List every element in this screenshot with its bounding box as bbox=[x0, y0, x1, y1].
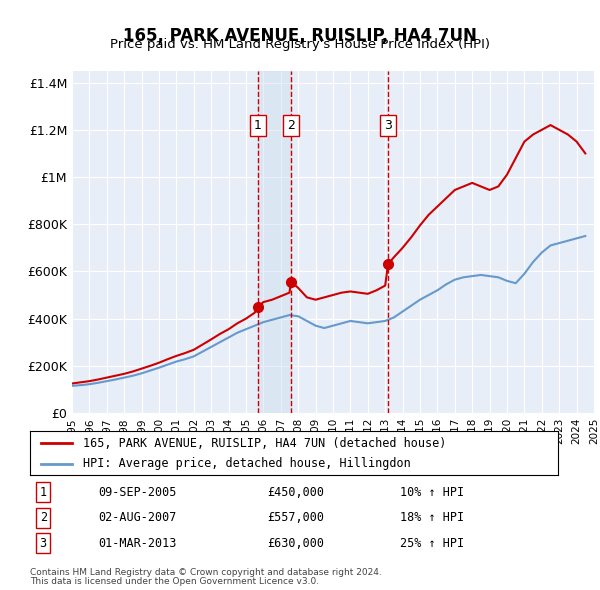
Text: £557,000: £557,000 bbox=[268, 511, 325, 525]
Text: £450,000: £450,000 bbox=[268, 486, 325, 499]
Text: 2: 2 bbox=[40, 511, 47, 525]
Text: 25% ↑ HPI: 25% ↑ HPI bbox=[400, 537, 464, 550]
Text: 2: 2 bbox=[287, 119, 295, 132]
Text: HPI: Average price, detached house, Hillingdon: HPI: Average price, detached house, Hill… bbox=[83, 457, 410, 470]
Text: 3: 3 bbox=[40, 537, 47, 550]
Text: 1: 1 bbox=[40, 486, 47, 499]
Text: 1: 1 bbox=[254, 119, 262, 132]
Text: £630,000: £630,000 bbox=[268, 537, 325, 550]
Text: Contains HM Land Registry data © Crown copyright and database right 2024.: Contains HM Land Registry data © Crown c… bbox=[30, 568, 382, 576]
Text: 3: 3 bbox=[384, 119, 392, 132]
Text: 01-MAR-2013: 01-MAR-2013 bbox=[98, 537, 177, 550]
Text: Price paid vs. HM Land Registry's House Price Index (HPI): Price paid vs. HM Land Registry's House … bbox=[110, 38, 490, 51]
Text: 02-AUG-2007: 02-AUG-2007 bbox=[98, 511, 177, 525]
Text: 18% ↑ HPI: 18% ↑ HPI bbox=[400, 511, 464, 525]
Bar bbox=[258, 71, 291, 413]
Text: 10% ↑ HPI: 10% ↑ HPI bbox=[400, 486, 464, 499]
Text: This data is licensed under the Open Government Licence v3.0.: This data is licensed under the Open Gov… bbox=[30, 577, 319, 586]
Text: 165, PARK AVENUE, RUISLIP, HA4 7UN: 165, PARK AVENUE, RUISLIP, HA4 7UN bbox=[123, 27, 477, 45]
Text: 165, PARK AVENUE, RUISLIP, HA4 7UN (detached house): 165, PARK AVENUE, RUISLIP, HA4 7UN (deta… bbox=[83, 437, 446, 450]
Text: 09-SEP-2005: 09-SEP-2005 bbox=[98, 486, 177, 499]
